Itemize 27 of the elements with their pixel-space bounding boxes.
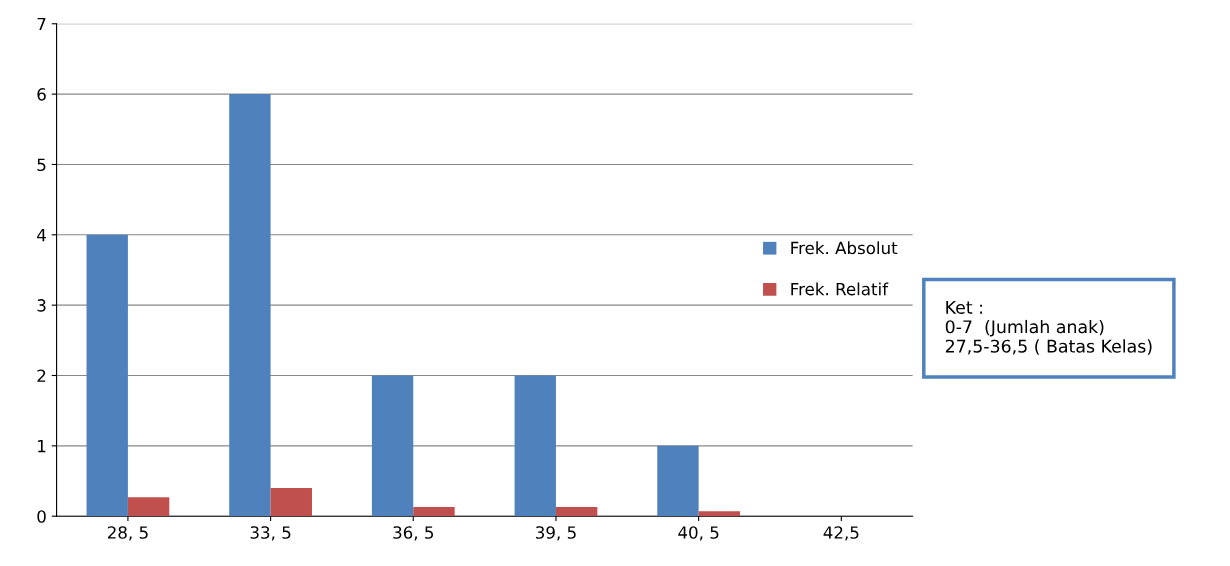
- y-tick-label: 2: [37, 369, 46, 382]
- x-tick-label: 33, 5: [250, 526, 291, 541]
- y-tick-label: 5: [37, 158, 46, 172]
- y-tick-label: 1: [38, 440, 46, 453]
- bar: [371, 375, 414, 517]
- y-tick-label: 4: [37, 228, 46, 242]
- bar: [229, 94, 271, 517]
- bar: [514, 375, 556, 517]
- bar: [127, 497, 170, 517]
- bar: [270, 488, 312, 517]
- text: Ket : 0-7 (Jumlah anak) 27,5-36,5 ( Batas Kelas): [945, 300, 1152, 355]
- x-tick-label: 39, 5: [536, 526, 576, 541]
- x-tick-label: 36, 5: [393, 526, 434, 541]
- bar: [657, 445, 699, 517]
- legend-label: Frek. Relatif: [791, 282, 889, 296]
- bar: [698, 511, 741, 517]
- y-tick-label: 0: [37, 510, 46, 523]
- bar: [555, 507, 598, 517]
- x-tick-label: 42,5: [823, 526, 859, 541]
- bar: [86, 234, 128, 517]
- y-tick-label: 7: [37, 17, 46, 31]
- y-tick-label: 6: [37, 88, 46, 101]
- legend-label: Frek. Absolut: [791, 241, 898, 255]
- x-tick-label: 40, 5: [678, 526, 719, 541]
- x-tick-label: 28, 5: [107, 526, 148, 541]
- bar: [413, 507, 455, 517]
- y-tick-label: 3: [37, 299, 46, 312]
